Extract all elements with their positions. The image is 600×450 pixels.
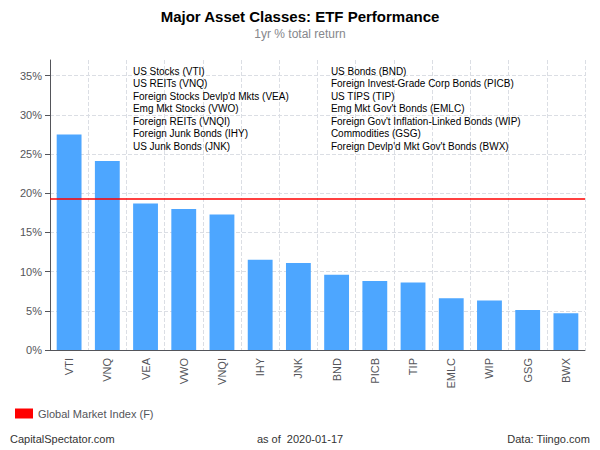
svg-text:US Bonds (BND): US Bonds (BND)	[331, 66, 407, 77]
svg-text:Major Asset Classes: ETF Perfo: Major Asset Classes: ETF Performance	[161, 8, 440, 25]
svg-text:10%: 10%	[20, 266, 42, 278]
svg-text:WIP: WIP	[483, 358, 495, 379]
svg-text:PICB: PICB	[369, 358, 381, 384]
svg-text:US Junk Bonds (JNK): US Junk Bonds (JNK)	[133, 141, 230, 152]
svg-text:US Stocks (VTI): US Stocks (VTI)	[133, 66, 205, 77]
svg-text:VWO: VWO	[178, 358, 190, 385]
svg-text:35%: 35%	[20, 70, 42, 82]
svg-text:Foreign Stocks Devlp'd Mkts (V: Foreign Stocks Devlp'd Mkts (VEA)	[133, 91, 289, 102]
svg-text:JNK: JNK	[292, 357, 304, 378]
svg-text:EMLC: EMLC	[445, 358, 457, 389]
svg-text:Commodities (GSG): Commodities (GSG)	[331, 128, 421, 139]
svg-text:25%: 25%	[20, 148, 42, 160]
svg-text:0%: 0%	[26, 344, 42, 356]
svg-text:Emg Mkt Stocks (VWO): Emg Mkt Stocks (VWO)	[133, 103, 239, 114]
svg-text:Data: Tiingo.com: Data: Tiingo.com	[507, 433, 590, 445]
svg-text:TIP: TIP	[407, 358, 419, 375]
svg-text:VNQI: VNQI	[216, 358, 228, 385]
svg-text:CapitalSpectator.com: CapitalSpectator.com	[10, 433, 115, 445]
svg-text:30%: 30%	[20, 109, 42, 121]
svg-text:as of 2020-01-17: as of 2020-01-17	[257, 433, 343, 445]
svg-text:GSG: GSG	[522, 358, 534, 382]
svg-text:BWX: BWX	[560, 357, 572, 383]
svg-text:1yr % total return: 1yr % total return	[254, 27, 345, 41]
svg-text:BND: BND	[331, 358, 343, 381]
svg-text:Foreign Invest-Grade Corp Bond: Foreign Invest-Grade Corp Bonds (PICB)	[331, 78, 514, 89]
svg-text:VTI: VTI	[63, 358, 75, 375]
svg-text:US TIPS (TIP): US TIPS (TIP)	[331, 91, 395, 102]
svg-text:Emg Mkt Gov't Bonds (EMLC): Emg Mkt Gov't Bonds (EMLC)	[331, 103, 465, 114]
svg-text:20%: 20%	[20, 187, 42, 199]
svg-text:Foreign Gov't Inflation-Linked: Foreign Gov't Inflation-Linked Bonds (WI…	[331, 116, 521, 127]
svg-text:VNQ: VNQ	[101, 358, 113, 382]
svg-text:15%: 15%	[20, 226, 42, 238]
svg-text:Global Market Index (F): Global Market Index (F)	[38, 408, 154, 420]
svg-text:Foreign Devlp'd Mkt Gov't Bond: Foreign Devlp'd Mkt Gov't Bonds (BWX)	[331, 141, 509, 152]
svg-text:IHY: IHY	[254, 357, 266, 376]
svg-text:US REITs (VNQ): US REITs (VNQ)	[133, 78, 207, 89]
svg-text:5%: 5%	[26, 305, 42, 317]
svg-text:VEA: VEA	[140, 357, 152, 380]
svg-text:Foreign Junk Bonds (IHY): Foreign Junk Bonds (IHY)	[133, 128, 248, 139]
svg-text:Foreign REITs (VNQI): Foreign REITs (VNQI)	[133, 116, 230, 127]
